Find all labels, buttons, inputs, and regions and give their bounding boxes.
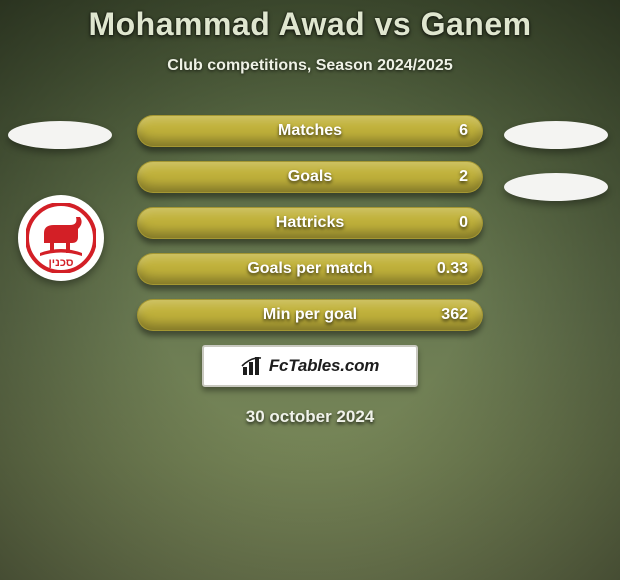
stat-bar: Goals per match 0.33 (137, 253, 483, 285)
stat-value: 6 (459, 122, 468, 140)
stat-label: Min per goal (263, 306, 357, 324)
stat-bar-list: Matches 6 Goals 2 Hattricks 0 Goals per … (137, 115, 483, 331)
page-title: Mohammad Awad vs Ganem (0, 6, 620, 43)
content-root: Mohammad Awad vs Ganem Club competitions… (0, 0, 620, 580)
stat-bar: Matches 6 (137, 115, 483, 147)
stat-value: 362 (441, 306, 468, 324)
stat-value: 2 (459, 168, 468, 186)
player-right-placeholder-1 (504, 121, 608, 149)
snapshot-date: 30 october 2024 (0, 407, 620, 427)
stat-label: Goals (288, 168, 332, 186)
page-subtitle: Club competitions, Season 2024/2025 (0, 57, 620, 75)
stats-stage: סכנין Matches 6 Goals 2 Hattricks 0 Goal… (0, 115, 620, 427)
stat-bar: Min per goal 362 (137, 299, 483, 331)
sakhnin-crest-icon: סכנין (26, 203, 96, 273)
fctables-badge[interactable]: FcTables.com (202, 345, 418, 387)
player-right-placeholder-2 (504, 173, 608, 201)
stat-value: 0 (459, 214, 468, 232)
bar-chart-icon (241, 355, 263, 377)
stat-label: Goals per match (247, 260, 372, 278)
stat-label: Hattricks (276, 214, 344, 232)
stat-bar: Hattricks 0 (137, 207, 483, 239)
badge-text: FcTables.com (269, 356, 379, 376)
stat-bar: Goals 2 (137, 161, 483, 193)
player-left-placeholder (8, 121, 112, 149)
stat-label: Matches (278, 122, 342, 140)
club-crest: סכנין (18, 195, 104, 281)
svg-text:סכנין: סכנין (48, 257, 73, 269)
stat-value: 0.33 (437, 260, 468, 278)
